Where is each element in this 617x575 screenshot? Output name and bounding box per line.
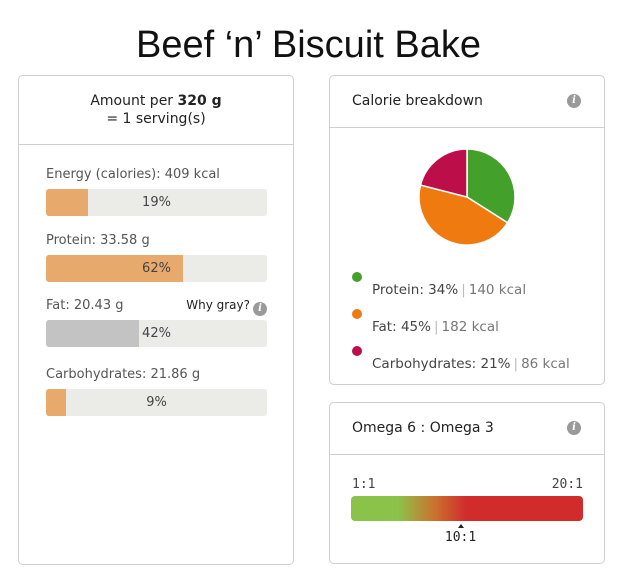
legend-percent: 21% — [480, 356, 511, 372]
nutrient-bar: 9% — [46, 389, 267, 416]
nutrient-bar: 19% — [46, 189, 267, 216]
nutrient-value: 33.58 g — [100, 233, 150, 248]
legend-dot — [352, 309, 362, 319]
calorie-breakdown-header: Calorie breakdown i — [330, 76, 604, 128]
nutrient-label: Carbohydrates: — [46, 367, 147, 382]
nutrient-protein: Protein: 33.58 g 62% — [46, 233, 267, 282]
nutrient-bar: 42% — [46, 320, 267, 347]
nutrient-value: 21.86 g — [150, 367, 201, 382]
nutrient-label: Fat: — [46, 298, 70, 313]
legend-percent: 45% — [400, 319, 431, 335]
legend-item-fat: Fat: 45% | 182 kcal — [352, 309, 499, 335]
ratio-min-label: 1:1 — [352, 477, 376, 492]
legend-name: Protein: — [372, 282, 424, 298]
info-icon[interactable]: i — [253, 302, 267, 316]
nutrient-label: Protein: — [46, 233, 96, 248]
legend-kcal: 140 kcal — [468, 282, 527, 298]
legend-kcal: 86 kcal — [521, 356, 570, 372]
legend-name: Fat: — [372, 319, 397, 335]
nutrient-label: Energy (calories): — [46, 167, 161, 182]
nutrition-card: Amount per 320 g = 1 serving(s) Energy (… — [18, 75, 294, 565]
nutrient-value: 20.43 g — [73, 298, 124, 313]
why-gray-link[interactable]: Why gray? i — [186, 298, 267, 316]
calorie-breakdown-card: Calorie breakdown i Protein: 34% | 140 kca… — [329, 75, 605, 385]
legend-dot — [352, 272, 362, 282]
nutrient-value: 409 kcal — [164, 167, 220, 182]
legend-kcal: 182 kcal — [441, 319, 499, 335]
pie-slice-carbohydrates — [419, 148, 468, 198]
legend-percent: 34% — [428, 282, 459, 298]
serving-amount: Amount per 320 g — [19, 92, 293, 110]
info-icon[interactable]: i — [567, 421, 581, 435]
serving-count: = 1 serving(s) — [106, 111, 206, 127]
legend-item-carbohydrates: Carbohydrates: 21% | 86 kcal — [352, 346, 570, 372]
serving-header: Amount per 320 g = 1 serving(s) — [19, 76, 293, 145]
omega-ratio-header: Omega 6 : Omega 3 i — [330, 403, 604, 455]
omega-ratio-scale — [351, 496, 583, 521]
nutrient-bar-fill — [46, 320, 139, 347]
omega-ratio-card: Omega 6 : Omega 3 i 1:1 20:1 10:1 — [329, 402, 605, 564]
ratio-max-label: 20:1 — [551, 477, 583, 492]
omega-ratio-title: Omega 6 : Omega 3 — [352, 420, 494, 436]
nutrient-carbohydrates: Carbohydrates: 21.86 g 9% — [46, 367, 267, 416]
nutrient-percent: 19% — [142, 195, 171, 210]
info-icon[interactable]: i — [567, 94, 581, 108]
serving-prefix: Amount per — [90, 93, 174, 109]
nutrient-percent: 9% — [146, 395, 167, 410]
ratio-marker-icon — [457, 524, 464, 528]
nutrient-energy: Energy (calories): 409 kcal 19% — [46, 167, 267, 216]
nutrient-percent: 42% — [142, 326, 171, 341]
nutrient-bar-fill — [46, 189, 88, 216]
legend-name: Carbohydrates: — [372, 356, 477, 372]
legend-dot — [352, 346, 362, 356]
serving-grams: 320 g — [177, 93, 222, 109]
nutrient-bar-fill — [46, 389, 66, 416]
pie-slice-fat — [418, 184, 509, 246]
page-title: Beef ‘n’ Biscuit Bake — [136, 24, 481, 66]
ratio-value: 10:1 — [444, 530, 477, 545]
nutrient-bar-fill — [46, 255, 184, 282]
legend-item-protein: Protein: 34% | 140 kcal — [352, 272, 527, 298]
nutrient-bar: 62% — [46, 255, 267, 282]
why-gray-label[interactable]: Why gray? — [186, 298, 250, 312]
calorie-breakdown-title: Calorie breakdown — [352, 93, 483, 109]
calorie-pie-chart — [418, 148, 516, 246]
nutrient-percent: 62% — [142, 261, 171, 276]
nutrient-fat: Fat: 20.43 g Why gray? i 42% — [46, 298, 267, 347]
